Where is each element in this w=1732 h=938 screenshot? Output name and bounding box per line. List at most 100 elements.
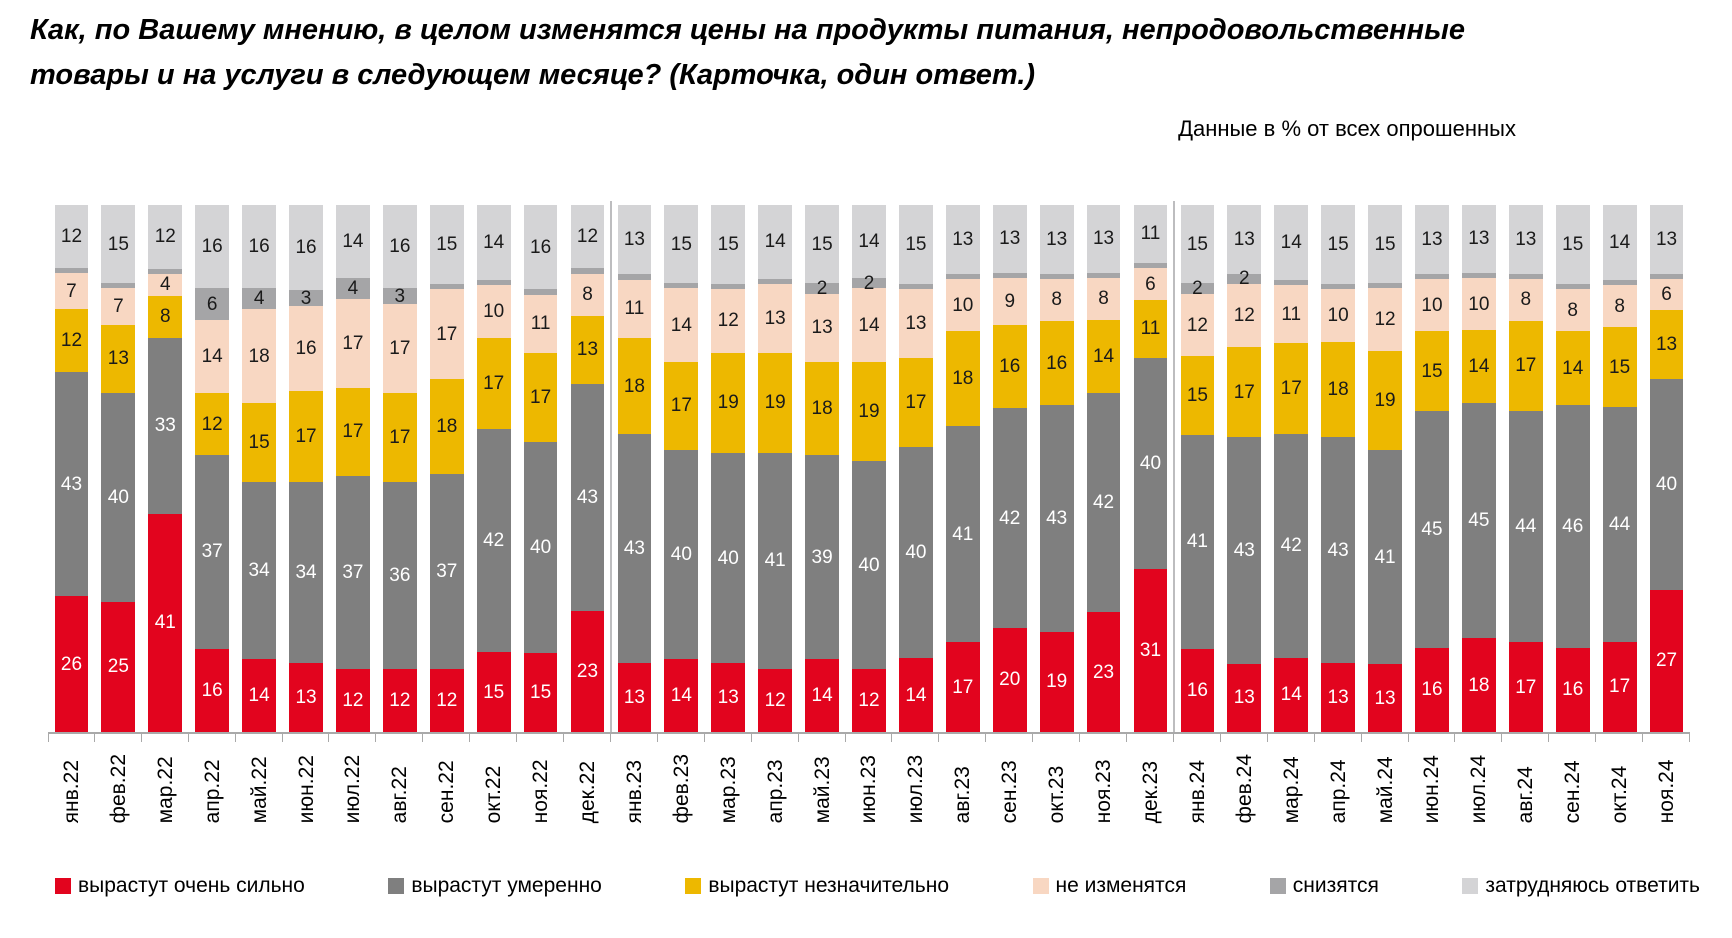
bar-segment: 12: [382, 669, 417, 732]
segment-value: 15: [1562, 234, 1584, 256]
segment-value: 45: [1421, 518, 1443, 540]
segment-value: 14: [342, 231, 364, 253]
segment-value: 40: [107, 486, 129, 508]
segment-value: 13: [999, 228, 1021, 250]
bar-segment: 12: [852, 669, 886, 732]
bar-segment: 43: [1227, 436, 1262, 664]
bar-segment: 8: [1086, 278, 1121, 320]
segment-value: 16: [248, 236, 270, 258]
segment-value: 15: [905, 234, 927, 256]
axis-tick-cell: [517, 734, 565, 742]
segment-value: 14: [1280, 684, 1302, 706]
bar-segment: 13: [1461, 205, 1496, 273]
stacked-bar: 13 6 13 40 27: [1649, 205, 1684, 733]
axis-tick-cell: [1502, 734, 1550, 742]
bar-segment: 15: [1602, 327, 1637, 408]
segment-value: 13: [295, 686, 317, 708]
bar-column-фев.24: 13 2 12 17 43 13: [1221, 205, 1268, 733]
bar-segment: 17: [476, 338, 511, 429]
segment-value: 13: [1468, 228, 1490, 250]
bar-segment: 42: [1274, 433, 1309, 658]
stacked-bar: 15 8 14 46 16: [1555, 205, 1590, 732]
segment-value: 40: [1139, 452, 1162, 474]
segment-value: 13: [1374, 687, 1396, 709]
segment-value: 13: [1327, 687, 1349, 709]
bar-segment: 8: [1555, 289, 1590, 332]
segment-value: 16: [1421, 679, 1443, 701]
bar-segment: 34: [289, 481, 323, 663]
legend-swatch: [685, 878, 702, 894]
bar-segment: 12: [570, 205, 605, 269]
segment-value: 6: [1145, 273, 1156, 295]
stacked-bar: 15 2 12 15 41 16: [1180, 205, 1215, 732]
bar-segment: 17: [899, 357, 933, 448]
x-axis-label: апр.23: [763, 759, 787, 824]
stacked-bar: 13 11 18 43 13: [617, 205, 652, 733]
bar-segment: 12: [711, 289, 746, 353]
segment-value: 13: [811, 317, 833, 339]
bar-segment: [523, 289, 558, 295]
bar-segment: 10: [1461, 278, 1496, 331]
segment-value: 14: [905, 684, 927, 706]
x-axis-label: окт.23: [1045, 765, 1069, 824]
axis-tick-cell: [376, 734, 424, 742]
chart-subtitle: Данные в % от всех опрошенных: [1178, 116, 1516, 141]
bar-segment: 15: [101, 205, 136, 284]
segment-value: 12: [1233, 305, 1255, 327]
legend-swatch: [1462, 878, 1479, 894]
segment-value: 15: [530, 681, 552, 703]
bar-segment: 16: [195, 648, 230, 732]
bar-segment: 40: [852, 460, 886, 670]
bar-segment: 8: [570, 273, 605, 316]
segment-value: 17: [952, 676, 974, 698]
segment-value: 12: [389, 690, 411, 712]
bar-segment: 27: [1649, 589, 1684, 733]
bar-segment: 19: [852, 361, 886, 461]
segment-value: 15: [1374, 233, 1396, 255]
axis-tick-cell: [705, 734, 752, 742]
x-axis-label: июн.22: [294, 755, 318, 824]
segment-value: 31: [1139, 639, 1162, 661]
segment-value: 41: [154, 612, 176, 634]
segment-value: 15: [811, 233, 833, 255]
x-axis-label: сен.23: [998, 760, 1022, 824]
segment-value: 27: [1655, 650, 1678, 672]
axis-tick-cell: [1033, 734, 1081, 742]
segment-value: 37: [342, 562, 364, 584]
bar-column-окт.23: 13 8 16 43 19: [1033, 205, 1080, 732]
segment-value: 39: [811, 546, 833, 568]
segment-value: 17: [1609, 676, 1631, 698]
segment-value: 16: [295, 237, 317, 259]
segment-value: 43: [60, 473, 83, 495]
bar-segment: 16: [523, 205, 558, 290]
x-axis-label: янв.22: [59, 759, 83, 824]
segment-value: 12: [201, 413, 223, 435]
x-axis-label: мар.23: [716, 756, 740, 824]
bar-segment: 26: [54, 596, 89, 732]
bar-segment: 34: [242, 481, 276, 659]
segment-value: 18: [436, 415, 458, 437]
segment-value: 43: [1233, 539, 1255, 561]
x-axis-labels: янв.22 фев.22 мар.22 апр.22 май.22 июн.22 июл.…: [48, 754, 1690, 823]
bar-segment: 14: [336, 205, 370, 279]
segment-value: 23: [576, 660, 599, 682]
axis-tick-cell: [1596, 734, 1644, 742]
stacked-bar: 13 2 12 17 43 13: [1227, 205, 1262, 733]
bar-segment: 18: [1321, 342, 1356, 437]
bar-segment: 23: [1086, 612, 1121, 733]
bar-segment: [945, 273, 980, 279]
axis-tick-cell: [1315, 734, 1362, 742]
bar-segment: 12: [758, 668, 793, 732]
stacked-bar: 15 12 19 41 13: [1368, 205, 1402, 732]
bar-segment: [664, 283, 699, 289]
segment-value: 33: [154, 415, 176, 437]
axis-tick-cell: [142, 734, 189, 742]
bar-segment: 18: [242, 309, 276, 404]
segment-value: 7: [113, 296, 124, 318]
bar-segment: 41: [945, 426, 980, 643]
bar-segment: [1133, 262, 1168, 269]
bar-segment: 14: [852, 288, 886, 362]
segment-value: 11: [1281, 303, 1302, 325]
segment-value: 6: [1661, 284, 1672, 306]
